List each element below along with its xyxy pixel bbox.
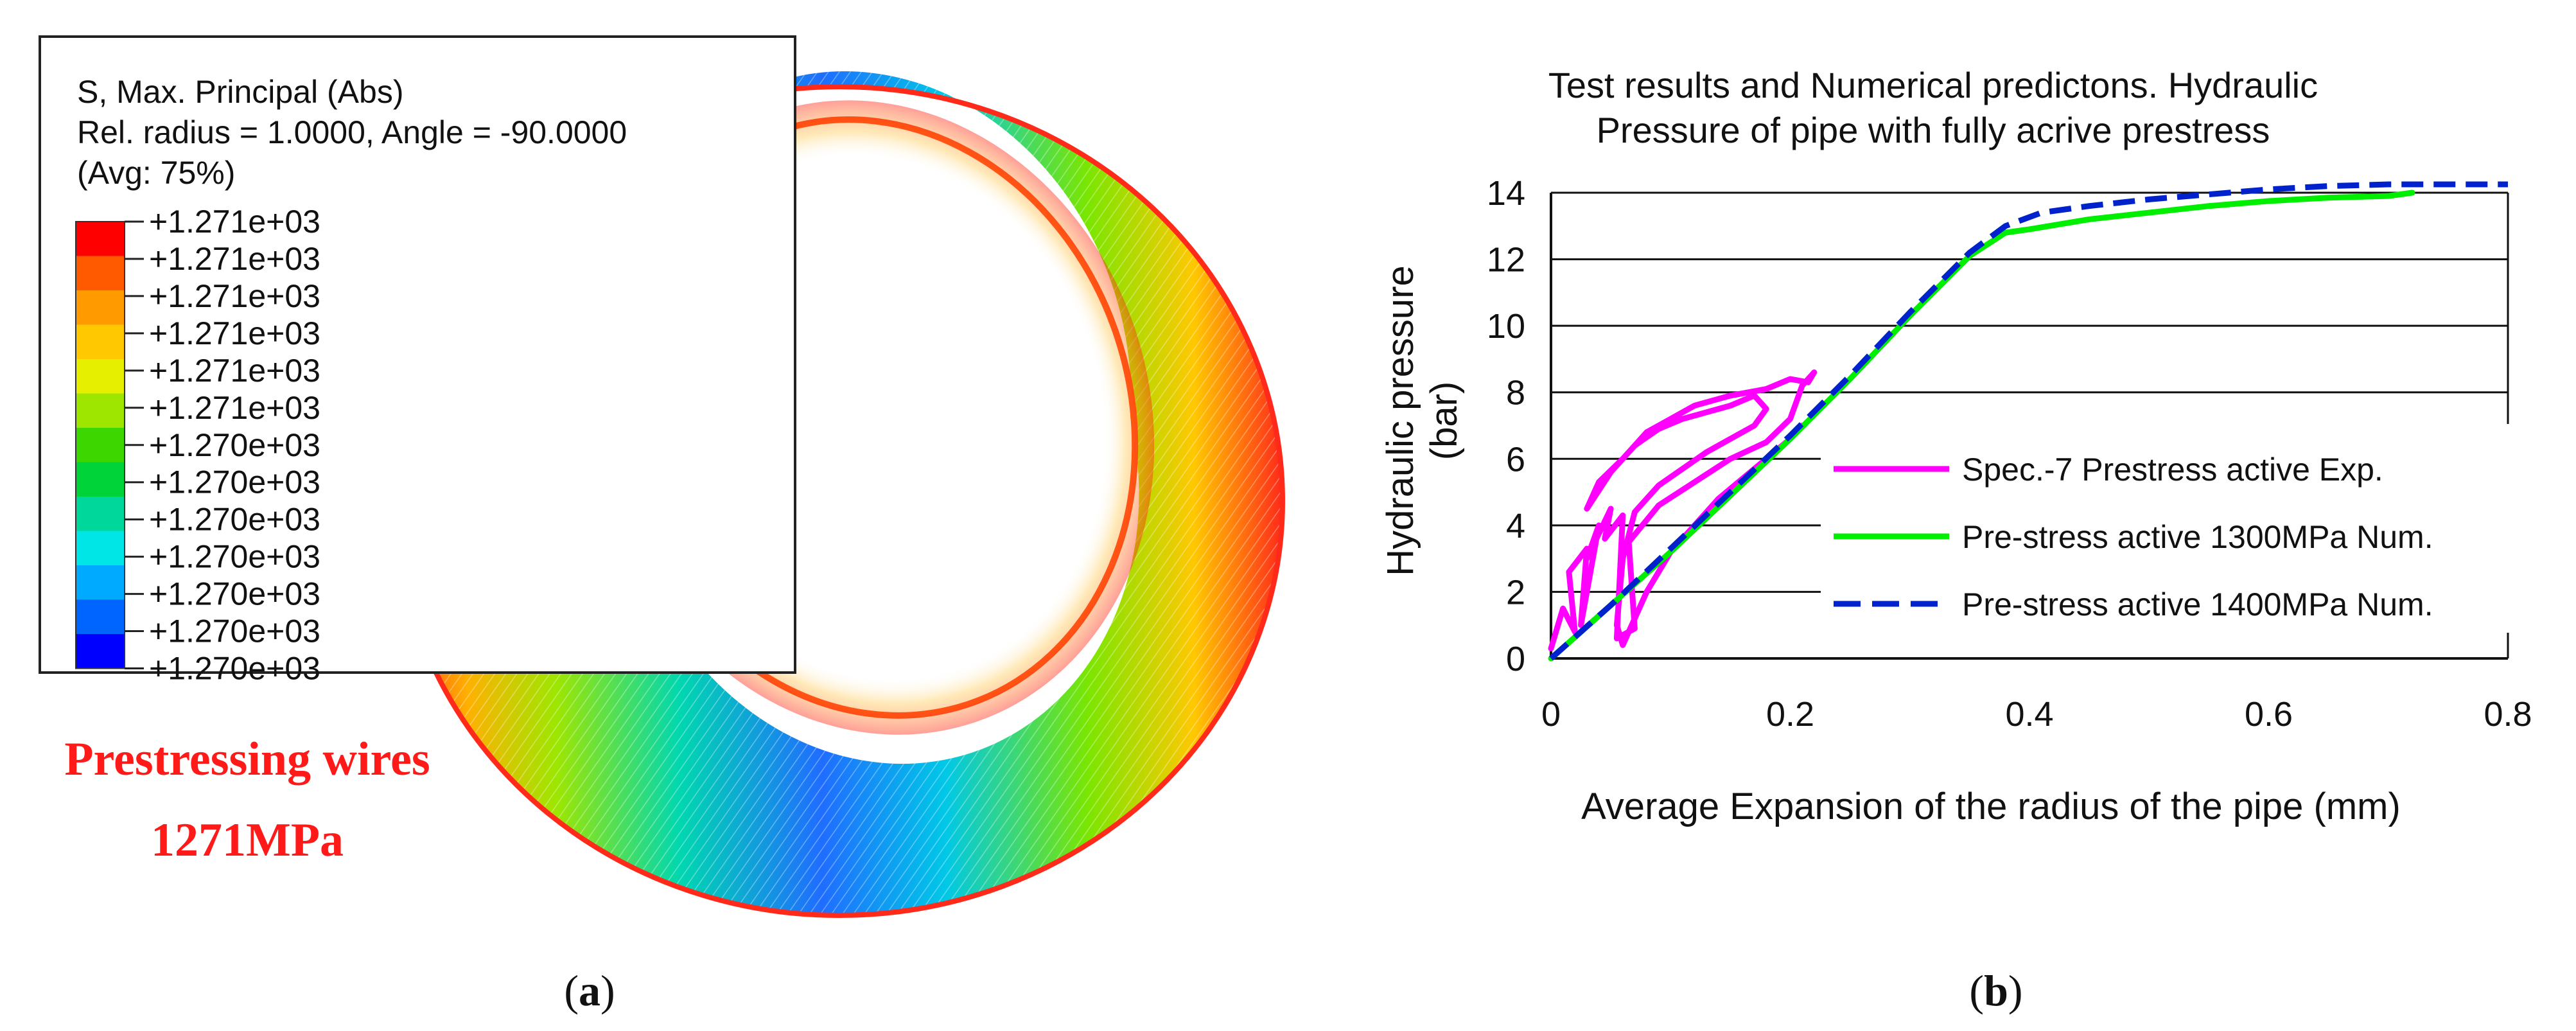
y-tick-label: 10 bbox=[1487, 307, 1525, 346]
legend-value: +1.271e+03 bbox=[149, 278, 320, 314]
legend-entry-label: Pre-stress active 1400MPa Num. bbox=[1962, 586, 2433, 622]
panel-a-fea-ring: S, Max. Principal (Abs) Rel. radius = 1.… bbox=[39, 35, 1285, 1015]
x-tick-label: 0.8 bbox=[2484, 695, 2532, 734]
prestressing-wires-label: Prestressing wires bbox=[64, 733, 430, 786]
y-axis-label-line-2: (bar) bbox=[1423, 382, 1465, 460]
legend-value: +1.270e+03 bbox=[149, 539, 320, 575]
y-tick-label: 0 bbox=[1506, 640, 1525, 678]
series-line bbox=[1549, 181, 2508, 661]
x-axis-label: Average Expansion of the radius of the p… bbox=[1581, 786, 2401, 827]
chart-legend: Spec.-7 Prestress active Exp. Pre-stress … bbox=[1821, 424, 2540, 633]
legend-swatch bbox=[76, 565, 125, 600]
legend-value: +1.270e+03 bbox=[149, 427, 320, 463]
legend-title-line-2: Rel. radius = 1.0000, Angle = -90.0000 bbox=[77, 114, 627, 150]
legend-value: +1.271e+03 bbox=[149, 315, 320, 351]
legend-title-line-3: (Avg: 75%) bbox=[77, 155, 235, 191]
y-tick-label: 6 bbox=[1506, 440, 1525, 479]
x-tick-labels: 0 0.2 0.4 0.6 0.8 bbox=[1541, 695, 2532, 734]
legend-swatch bbox=[76, 256, 125, 290]
legend-swatch bbox=[76, 599, 125, 634]
legend-value: +1.270e+03 bbox=[149, 576, 320, 612]
legend-box bbox=[39, 35, 796, 674]
caption-a: (a) bbox=[564, 966, 615, 1015]
x-tick-label: 0 bbox=[1541, 695, 1561, 734]
legend-swatch bbox=[76, 531, 125, 565]
legend-value: +1.270e+03 bbox=[149, 502, 320, 538]
legend-swatch bbox=[76, 428, 125, 463]
series-line bbox=[1548, 189, 2415, 662]
legend-entry-label: Spec.-7 Prestress active Exp. bbox=[1962, 452, 2383, 488]
chart-title-line-2: Pressure of pipe with fully acrive prest… bbox=[1597, 110, 2270, 150]
legend-color-scale: +1.271e+03+1.271e+03+1.271e+03+1.271e+03… bbox=[75, 204, 320, 687]
chart-title-line-1: Test results and Numerical predictons. H… bbox=[1548, 65, 2318, 105]
legend-swatch bbox=[76, 324, 125, 359]
legend-swatch bbox=[76, 393, 125, 428]
prestressing-stress-value: 1271MPa bbox=[151, 814, 344, 867]
plot-series bbox=[1548, 181, 2508, 662]
caption-b: (b) bbox=[1969, 966, 2022, 1015]
legend-value: +1.271e+03 bbox=[149, 390, 320, 426]
y-tick-label: 14 bbox=[1487, 174, 1525, 213]
pipe-ring-hatch bbox=[396, 71, 1283, 916]
plot-axes bbox=[1550, 193, 2508, 660]
x-tick-label: 0.2 bbox=[1766, 695, 1814, 734]
legend-value: +1.271e+03 bbox=[149, 204, 320, 240]
legend-entry-label: Pre-stress active 1300MPa Num. bbox=[1962, 519, 2433, 555]
y-axis-label-line-1: Hydraulic pressure bbox=[1380, 265, 1421, 576]
legend-swatch bbox=[76, 634, 125, 669]
y-tick-label: 12 bbox=[1487, 241, 1525, 279]
legend-value: +1.270e+03 bbox=[149, 651, 320, 687]
y-tick-label: 2 bbox=[1506, 573, 1525, 612]
legend-background bbox=[1821, 424, 2540, 633]
x-tick-label: 0.4 bbox=[2005, 695, 2053, 734]
legend-swatch bbox=[76, 222, 125, 256]
legend-value: +1.270e+03 bbox=[149, 613, 320, 649]
legend-value: +1.270e+03 bbox=[149, 464, 320, 500]
legend-title-line-1: S, Max. Principal (Abs) bbox=[77, 74, 403, 110]
x-tick-label: 0.6 bbox=[2245, 695, 2293, 734]
legend-value: +1.271e+03 bbox=[149, 241, 320, 277]
legend-swatch bbox=[76, 290, 125, 325]
y-tick-labels: 0 2 4 6 8 10 12 14 bbox=[1487, 174, 1525, 678]
legend-swatch bbox=[76, 497, 125, 531]
y-tick-label: 4 bbox=[1506, 507, 1525, 545]
legend-swatch bbox=[76, 359, 125, 394]
y-tick-label: 8 bbox=[1506, 374, 1525, 412]
series-line bbox=[1548, 369, 1818, 651]
panel-b-chart: Test results and Numerical predictons. H… bbox=[1380, 65, 2540, 1015]
legend-value: +1.271e+03 bbox=[149, 353, 320, 389]
legend-swatch bbox=[76, 462, 125, 497]
